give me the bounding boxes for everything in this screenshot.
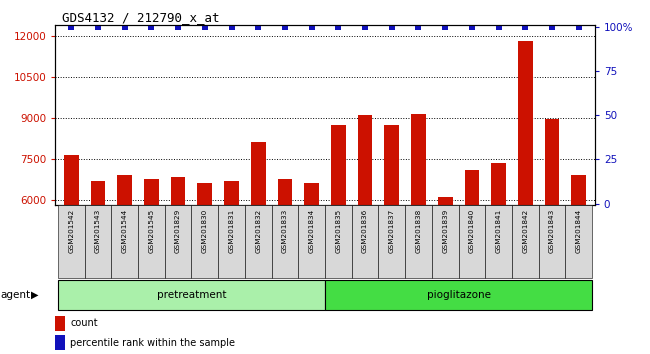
Point (280, 24, 290, 29)
Text: GSM201545: GSM201545 (148, 209, 155, 253)
Point (306, 24, 317, 29)
Bar (245, 205, 272, 278)
Text: GSM201842: GSM201842 (523, 209, 528, 253)
Point (120, 24, 130, 29)
Point (413, 24, 424, 29)
Bar (571, 175, 586, 354)
Text: GSM201841: GSM201841 (495, 209, 502, 253)
Point (146, 24, 157, 29)
Bar (566, 205, 592, 278)
Text: GSM201840: GSM201840 (469, 209, 475, 253)
Point (573, 24, 584, 29)
Bar (272, 205, 298, 278)
Point (333, 24, 344, 29)
Text: pretreatment: pretreatment (157, 290, 226, 300)
Bar (432, 205, 458, 278)
Text: count: count (70, 318, 98, 329)
Bar (90, 181, 105, 354)
Bar (164, 205, 192, 278)
Point (226, 24, 237, 29)
Point (493, 24, 504, 29)
Bar (55, 316, 65, 331)
Point (547, 24, 557, 29)
Bar (304, 183, 319, 354)
Bar (405, 205, 432, 278)
Point (173, 24, 183, 29)
Bar (411, 114, 426, 354)
Text: GSM201834: GSM201834 (309, 209, 315, 253)
Text: GSM201542: GSM201542 (68, 209, 74, 253)
Bar (64, 155, 79, 354)
Text: GSM201832: GSM201832 (255, 209, 261, 253)
Text: GDS4132 / 212790_x_at: GDS4132 / 212790_x_at (62, 11, 219, 24)
Text: GSM201830: GSM201830 (202, 209, 208, 253)
Text: GSM201839: GSM201839 (442, 209, 448, 253)
Text: GSM201831: GSM201831 (229, 209, 235, 253)
Point (93, 24, 103, 29)
Point (200, 24, 210, 29)
Bar (352, 205, 378, 278)
Point (467, 24, 477, 29)
Bar (325, 205, 352, 278)
Bar (58, 205, 84, 278)
Bar (384, 125, 399, 354)
Bar (118, 175, 132, 354)
Bar (192, 205, 218, 278)
Bar (198, 183, 212, 354)
Text: GSM201843: GSM201843 (549, 209, 555, 253)
Text: GSM201836: GSM201836 (362, 209, 368, 253)
Bar (512, 205, 539, 278)
Bar (458, 205, 486, 278)
Text: GSM201838: GSM201838 (415, 209, 421, 253)
Point (440, 24, 450, 29)
Bar (55, 335, 65, 350)
Point (66, 24, 77, 29)
Text: pioglitazone: pioglitazone (426, 290, 491, 300)
Bar (58, 280, 325, 310)
Text: GSM201844: GSM201844 (576, 209, 582, 253)
Bar (224, 181, 239, 354)
Text: GSM201835: GSM201835 (335, 209, 341, 253)
Text: GSM201837: GSM201837 (389, 209, 395, 253)
Bar (465, 170, 479, 354)
Bar (84, 205, 111, 278)
Bar (144, 179, 159, 354)
Point (387, 24, 397, 29)
Bar (138, 205, 164, 278)
Bar (539, 205, 566, 278)
Text: agent: agent (1, 290, 31, 300)
Bar (486, 205, 512, 278)
Bar (545, 119, 560, 354)
Text: percentile rank within the sample: percentile rank within the sample (70, 337, 235, 348)
Bar (331, 125, 346, 354)
Point (253, 24, 263, 29)
Bar (518, 41, 532, 354)
Point (520, 24, 530, 29)
Point (360, 24, 370, 29)
Bar (438, 197, 452, 354)
Bar (378, 205, 405, 278)
Text: ▶: ▶ (31, 290, 39, 300)
Text: GSM201829: GSM201829 (175, 209, 181, 253)
Text: GSM201833: GSM201833 (282, 209, 288, 253)
Text: GSM201543: GSM201543 (95, 209, 101, 253)
Bar (171, 177, 185, 354)
Bar (325, 280, 592, 310)
Text: GSM201544: GSM201544 (122, 209, 127, 253)
Bar (278, 179, 292, 354)
Bar (111, 205, 138, 278)
Bar (218, 205, 245, 278)
Bar (358, 115, 372, 354)
Bar (251, 142, 266, 354)
Bar (491, 163, 506, 354)
Bar (298, 205, 325, 278)
